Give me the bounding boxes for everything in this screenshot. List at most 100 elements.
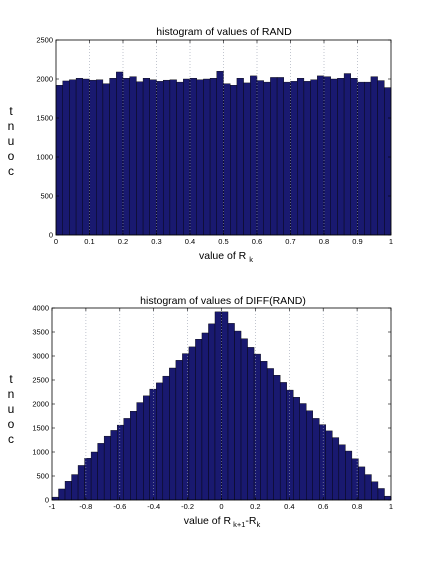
histogram-bar: [162, 375, 170, 501]
histogram-bar: [234, 330, 242, 501]
histogram-bar: [310, 79, 318, 236]
histogram-bar: [201, 332, 209, 501]
histogram-bar: [253, 353, 261, 501]
y-tick-label: 500: [40, 192, 53, 201]
y-tick-label: 1500: [36, 114, 53, 123]
x-tick-label: 0: [54, 237, 58, 246]
histogram-bar: [208, 323, 216, 501]
y-label-letter: o: [8, 149, 15, 163]
histogram-bar: [345, 450, 353, 501]
x-label-sub: k: [249, 255, 253, 264]
histogram-bar: [156, 382, 164, 501]
x-label-sub-2: k: [256, 520, 260, 529]
histogram-bar: [90, 451, 98, 501]
histogram-bar: [149, 79, 157, 236]
y-tick-label: 2500: [32, 376, 49, 385]
histogram-bar: [102, 83, 110, 236]
histogram-bar: [71, 474, 79, 501]
histogram-bar: [270, 77, 278, 236]
x-tick-label: 0.5: [218, 237, 228, 246]
x-tick-label: 0.4: [185, 237, 195, 246]
histogram-bar: [297, 78, 305, 236]
histogram-bar: [103, 435, 111, 501]
histogram-bar: [203, 78, 211, 236]
histogram-bar: [364, 81, 372, 236]
histogram-bar: [247, 347, 255, 501]
histogram-bar: [143, 395, 150, 501]
histogram-bar: [325, 430, 333, 501]
x-tick-label: 1: [389, 502, 393, 511]
x-tick-label: 0.7: [285, 237, 295, 246]
histogram-bar: [62, 80, 70, 236]
chart-title: histogram of values of RAND: [156, 26, 292, 38]
grid: [89, 40, 358, 235]
histogram-bar: [317, 75, 325, 236]
x-tick-label: 0: [219, 502, 223, 511]
histogram-bar: [89, 79, 97, 236]
histogram-bar: [273, 375, 281, 501]
histogram-bar: [357, 81, 365, 236]
histogram-bar: [149, 388, 157, 501]
y-tick-label: 1000: [32, 448, 49, 457]
histogram-bar: [176, 81, 184, 236]
chart-title: histogram of values of DIFF(RAND): [140, 295, 306, 307]
histogram-bar: [371, 481, 379, 501]
x-tick-label: -0.2: [181, 502, 194, 511]
histogram-bar: [223, 83, 231, 236]
histogram-bar: [370, 76, 378, 236]
y-tick-label: 2000: [36, 75, 53, 84]
histogram-bar: [162, 79, 171, 236]
histogram-bar: [276, 77, 285, 236]
histogram-bar: [337, 78, 345, 236]
histogram-bar: [95, 79, 104, 236]
histogram-bar: [156, 81, 164, 236]
x-tick-label: 0.4: [284, 502, 294, 511]
histogram-bar: [123, 418, 131, 501]
y-ticks: 0 500 1000 1500 2000 2500: [36, 36, 391, 240]
histogram-bar: [142, 78, 151, 236]
x-tick-label: -1: [49, 502, 56, 511]
histogram-bar: [129, 76, 137, 236]
histogram-bar: [260, 361, 268, 501]
x-tick-label: 0.6: [318, 502, 328, 511]
x-tick-label: 0.8: [319, 237, 329, 246]
histogram-bar: [319, 424, 327, 501]
y-label-letter: n: [8, 119, 15, 133]
histogram-bar: [377, 80, 385, 236]
histogram-bar: [299, 403, 307, 501]
histogram-bar: [312, 418, 320, 501]
histogram-bar: [343, 73, 352, 236]
histogram-bar: [169, 79, 177, 236]
y-tick-label: 0: [49, 231, 53, 240]
x-label-mid: -R: [245, 515, 256, 527]
histogram-bar: [183, 78, 191, 236]
histogram-bar: [69, 79, 77, 236]
histogram-bar: [266, 368, 274, 501]
x-ticks: 0 0.1 0.2 0.3 0.4 0.5 0.6 0.7 0.8 0.9 1: [54, 40, 393, 246]
y-label-letter: n: [8, 387, 15, 401]
y-label-letter: t: [9, 104, 13, 118]
histogram-bar: [116, 71, 124, 236]
histogram-bar: [214, 311, 222, 501]
histogram-bar: [332, 437, 340, 501]
y-label-letter: o: [8, 417, 15, 431]
x-tick-label: 0.6: [252, 237, 262, 246]
x-tick-label: 0.3: [151, 237, 161, 246]
y-tick-label: 3000: [32, 352, 49, 361]
y-tick-label: 1500: [32, 424, 49, 433]
histogram-bar: [216, 70, 224, 236]
y-tick-label: 0: [45, 496, 49, 505]
histogram-bar: [286, 389, 294, 501]
histogram-bar: [283, 81, 291, 236]
y-tick-label: 2000: [32, 400, 49, 409]
x-label-main: value of R: [184, 515, 232, 527]
chart-rand-histogram: histogram of values of RAND 0 0.1 0.2 0.3 0.…: [8, 26, 393, 264]
histogram-bar: [82, 78, 90, 236]
y-tick-label: 3500: [32, 328, 49, 337]
x-tick-label: 1: [389, 237, 393, 246]
y-label-letter: t: [9, 372, 13, 386]
y-tick-label: 2500: [36, 36, 53, 45]
